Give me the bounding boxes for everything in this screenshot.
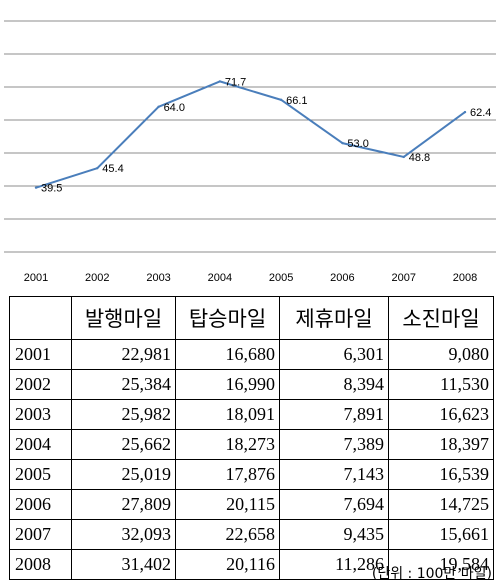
flight-miles-cell: 18,091 [175,399,280,430]
x-tick-label: 2001 [24,272,48,284]
table-row: 2003 25,982 18,091 7,891 16,623 [9,399,494,430]
flight-miles-cell: 22,658 [175,519,280,550]
partner-miles-cell: 7,389 [279,429,389,460]
partner-miles-cell: 7,143 [279,459,389,490]
partner-miles-cell: 7,694 [279,489,389,520]
partner-miles-cell: 8,394 [279,369,389,400]
data-point [279,98,283,102]
data-point [463,110,467,114]
table-body: 2001 22,981 16,680 6,301 9,080 2002 25,384 16,9… [9,339,494,580]
line-chart: 39.545.464.071.766.153.048.862.4 2001 200… [4,20,496,284]
data-point [157,105,160,109]
year-cell: 2008 [9,549,72,580]
flight-miles-cell: 16,990 [175,369,280,400]
issued-miles-cell: 27,809 [71,489,176,520]
partner-miles-cell: 11,286 [279,549,389,580]
unit-note: (단위 : 100만 마일) [371,566,492,582]
data-label: 66.1 [286,95,307,107]
x-tick-label: 2002 [85,272,109,284]
x-tick-label: 2003 [146,272,170,284]
year-cell: 2005 [9,459,72,490]
data-label: 71.7 [225,76,246,88]
gridlines [4,20,496,253]
flight-miles-cell: 18,273 [175,429,280,460]
issued-miles-cell: 25,662 [71,429,176,460]
table-row: 2005 25,019 17,876 7,143 16,539 [9,459,494,490]
header-issued-miles: 발행마일 [71,296,176,340]
header-flight-miles: 탑승마일 [175,296,280,340]
table-row: 2007 32,093 22,658 9,435 15,661 [9,519,494,550]
flight-miles-cell: 20,115 [175,489,280,520]
data-label: 53.0 [347,138,368,150]
partner-miles-cell: 7,891 [279,399,389,430]
data-label: 39.5 [41,183,62,195]
x-tick-label: 2007 [391,272,415,284]
issued-miles-cell: 32,093 [71,519,176,550]
redeemed-miles-cell: 16,539 [388,459,494,490]
x-tick-label: 2005 [269,272,293,284]
data-label: 62.4 [470,107,491,119]
issued-miles-cell: 25,982 [71,399,176,430]
redeemed-miles-cell: 16,623 [388,399,494,430]
year-cell: 2004 [9,429,72,460]
year-cell: 2002 [9,369,72,400]
series-line-group [34,80,467,189]
year-cell: 2001 [9,339,72,370]
flight-miles-cell: 17,876 [175,459,280,490]
redeemed-miles-cell: 15,661 [388,519,494,550]
redeemed-miles-cell: 19,584 [388,549,494,580]
partner-miles-cell: 6,301 [279,339,389,370]
issued-miles-cell: 25,019 [71,459,176,490]
mileage-table: 발행마일 탑승마일 제휴마일 소진마일 2001 22,981 16,680 6,30… [9,296,494,580]
redeemed-miles-cell: 9,080 [388,339,494,370]
data-label: 64.0 [164,102,185,114]
table-row: 2006 27,809 20,115 7,694 14,725 [9,489,494,520]
redeemed-miles-cell: 11,530 [388,369,494,400]
year-cell: 2006 [9,489,72,520]
flight-miles-cell: 16,680 [175,339,280,370]
redeemed-miles-cell: 18,397 [388,429,494,460]
table-header-row: 발행마일 탑승마일 제휴마일 소진마일 [9,296,494,340]
x-tick-label: 2008 [453,272,477,284]
series-line [35,80,466,189]
table-row: 2001 22,981 16,680 6,301 9,080 [9,339,494,370]
data-label-group: 39.5 45.4 64.0 71.7 66.1 53.0 48.8 62.4 [41,76,491,194]
issued-miles-cell: 25,384 [71,369,176,400]
x-tick-label: 2006 [330,272,354,284]
partner-miles-cell: 9,435 [279,519,389,550]
x-tick-label: 2004 [208,272,232,284]
year-cell: 2003 [9,399,72,430]
issued-miles-cell: 31,402 [71,549,176,580]
table-row: 2004 25,662 18,273 7,389 18,397 [9,429,494,460]
year-cell: 2007 [9,519,72,550]
header-partner-miles: 제휴마일 [279,296,389,340]
data-point [402,155,405,159]
header-redeemed-miles: 소진마일 [388,296,494,340]
data-point [34,186,38,189]
issued-miles-cell: 22,981 [71,339,176,370]
data-label: 48.8 [409,152,430,164]
redeemed-miles-cell: 14,725 [388,489,494,520]
table-row: 2002 25,384 16,990 8,394 11,530 [9,369,494,400]
data-label: 45.4 [102,163,123,175]
table-row: 2008 31,402 20,116 11,286 19,584 [9,549,494,580]
x-tick-label-group: 2001 2002 2003 2004 2005 2006 2007 2008 [24,272,477,284]
header-corner-cell [9,296,72,340]
data-point [96,166,99,170]
flight-miles-cell: 20,116 [175,549,280,580]
data-point [218,80,222,83]
data-point [341,141,344,145]
